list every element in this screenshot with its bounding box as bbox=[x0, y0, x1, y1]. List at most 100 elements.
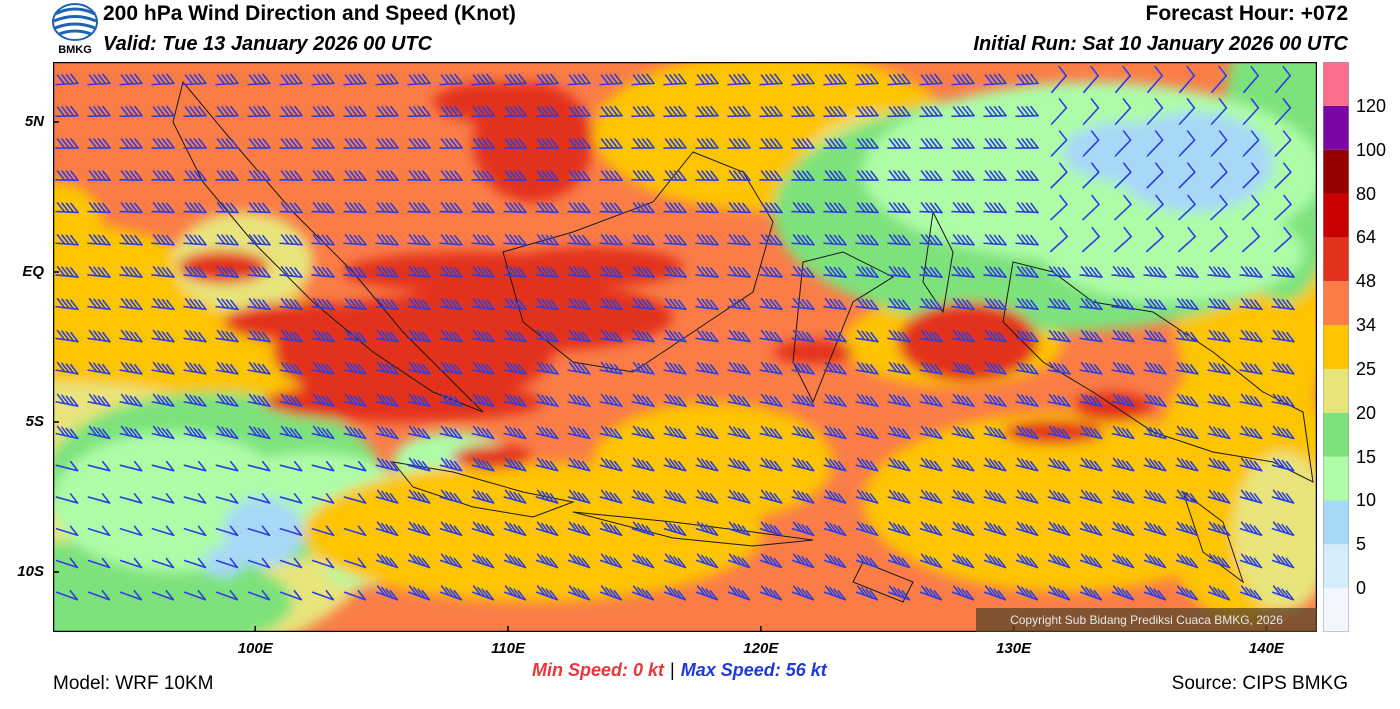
wind-barb bbox=[1047, 361, 1071, 375]
wind-barb bbox=[567, 425, 591, 440]
wind-barb bbox=[1242, 98, 1260, 125]
wind-barb bbox=[503, 553, 527, 569]
wind-barb bbox=[151, 329, 175, 343]
wind-barb bbox=[1047, 393, 1071, 407]
wind-barb bbox=[983, 489, 1007, 504]
colorbar-label: 64 bbox=[1356, 227, 1377, 248]
wind-barb bbox=[535, 489, 559, 504]
wind-barb bbox=[663, 393, 687, 407]
wind-barb bbox=[1271, 361, 1295, 375]
wind-barb bbox=[407, 393, 431, 407]
logo-text: BMKG bbox=[58, 44, 92, 56]
wind-barb bbox=[87, 170, 111, 181]
wind-barb bbox=[631, 553, 655, 569]
wind-barb bbox=[1143, 489, 1167, 504]
wind-barb bbox=[1114, 130, 1132, 157]
wind-barb bbox=[439, 297, 463, 311]
wind-barb bbox=[887, 170, 911, 181]
wind-barb bbox=[87, 525, 111, 537]
wind-barb bbox=[727, 329, 751, 343]
wind-barb bbox=[55, 557, 79, 569]
wind-barb bbox=[823, 361, 847, 375]
wind-barb bbox=[311, 493, 335, 504]
wind-barb bbox=[759, 202, 783, 214]
wind-barb bbox=[183, 138, 207, 149]
wind-barb bbox=[599, 361, 623, 375]
wind-barb bbox=[1015, 170, 1039, 181]
wind-barb bbox=[311, 73, 335, 86]
wind-barb bbox=[1274, 162, 1292, 189]
wind-barb bbox=[759, 234, 783, 246]
map-frame bbox=[53, 62, 1317, 632]
wind-barb bbox=[919, 585, 943, 601]
wind-barb bbox=[1143, 585, 1167, 601]
wind-barb bbox=[983, 265, 1007, 278]
wind-barb bbox=[1175, 329, 1199, 343]
wind-barb bbox=[503, 521, 527, 537]
wind-barb bbox=[1207, 393, 1231, 407]
wind-barb bbox=[887, 329, 911, 343]
bmkg-logo-icon bbox=[52, 3, 98, 41]
colorbar-swatch bbox=[1323, 149, 1349, 194]
wind-barb bbox=[695, 393, 719, 407]
wind-barb bbox=[599, 489, 623, 504]
wind-barb bbox=[311, 202, 335, 214]
wind-barb bbox=[791, 234, 815, 246]
wind-barb bbox=[439, 457, 463, 472]
wind-barb bbox=[119, 329, 143, 343]
wind-barb bbox=[503, 457, 527, 472]
wind-barb bbox=[887, 553, 911, 569]
wind-barb bbox=[87, 460, 111, 472]
colorbar-label: 34 bbox=[1356, 315, 1377, 336]
wind-barb bbox=[919, 297, 943, 311]
wind-barb bbox=[55, 170, 79, 181]
wind-barb bbox=[855, 457, 879, 472]
wind-barb bbox=[1015, 138, 1039, 149]
wind-barb bbox=[439, 425, 463, 440]
wind-barb bbox=[599, 265, 623, 278]
wind-barb bbox=[311, 460, 335, 472]
wind-barb bbox=[535, 457, 559, 472]
wind-barb bbox=[311, 393, 335, 407]
wind-barb bbox=[471, 425, 495, 440]
wind-barb bbox=[951, 329, 975, 343]
wind-barb bbox=[215, 393, 239, 407]
wind-barb bbox=[1050, 162, 1068, 189]
wind-barb bbox=[407, 234, 431, 246]
wind-barb bbox=[503, 585, 527, 601]
wind-barb bbox=[1079, 393, 1103, 407]
wind-barb bbox=[1015, 585, 1039, 601]
wind-barb bbox=[343, 557, 367, 569]
wind-barb bbox=[375, 329, 399, 343]
wind-barb bbox=[1015, 105, 1039, 118]
wind-barb bbox=[1111, 553, 1135, 569]
wind-barb bbox=[567, 234, 591, 246]
wind-barb bbox=[471, 234, 495, 246]
wind-barb bbox=[247, 297, 271, 311]
wind-barb bbox=[1274, 194, 1292, 221]
colorbar bbox=[1323, 62, 1349, 632]
wind-barb bbox=[471, 138, 495, 149]
wind-barb bbox=[1111, 457, 1135, 472]
wind-barb bbox=[407, 585, 431, 601]
wind-barb bbox=[887, 234, 911, 246]
wind-barb bbox=[407, 73, 431, 86]
wind-barb bbox=[87, 557, 111, 569]
wind-barb bbox=[631, 489, 655, 504]
wind-barb bbox=[791, 553, 815, 569]
wind-barb bbox=[663, 361, 687, 375]
wind-barb bbox=[855, 73, 879, 86]
wind-barb bbox=[1115, 65, 1131, 94]
wind-barb bbox=[951, 73, 975, 86]
wind-barb bbox=[1047, 425, 1071, 440]
wind-barb bbox=[791, 73, 815, 86]
wind-barb bbox=[1239, 553, 1263, 569]
wind-barb bbox=[919, 553, 943, 569]
wind-barb bbox=[695, 425, 719, 440]
wind-barb bbox=[151, 170, 175, 181]
wind-barb bbox=[1111, 265, 1135, 278]
wind-barb bbox=[215, 297, 239, 311]
wind-barb bbox=[247, 589, 271, 601]
wind-barb bbox=[279, 73, 303, 86]
wind-barb bbox=[247, 393, 271, 407]
